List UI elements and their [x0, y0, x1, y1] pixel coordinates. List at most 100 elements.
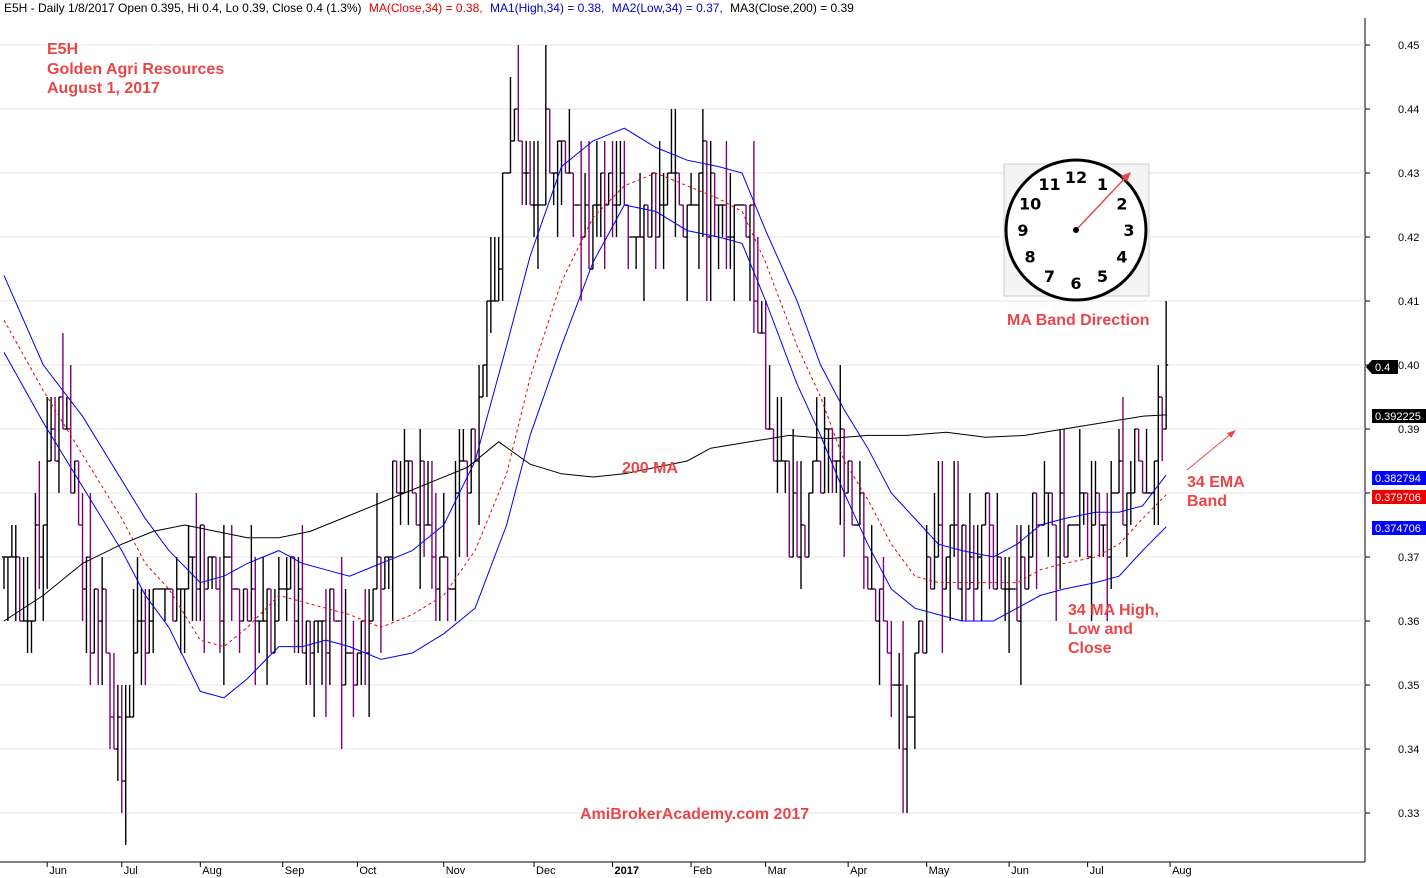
price-bar [108, 652, 113, 749]
price-bar [885, 620, 890, 654]
price-bar [905, 685, 910, 813]
watermark: AmiBrokerAcademy.com 2017 [580, 806, 809, 823]
price-bar [979, 524, 984, 621]
price-tag: 0.379706 [1372, 490, 1426, 504]
price-bar [963, 524, 968, 621]
price-bar [889, 621, 894, 717]
price-bar [653, 172, 658, 269]
price-bar [92, 588, 97, 654]
price-bar [465, 460, 470, 557]
x-tick-label: Jun [49, 865, 67, 877]
price-bar [41, 524, 46, 621]
price-bar [72, 460, 77, 494]
price-bar [916, 620, 921, 654]
price-bar [131, 589, 136, 718]
price-bar [928, 556, 933, 590]
price-bar [194, 493, 199, 621]
price-bar [1081, 492, 1086, 525]
clock-number: 7 [1044, 267, 1055, 286]
price-bar [253, 557, 258, 685]
price-bar [583, 173, 588, 238]
grid-layer [0, 44, 1365, 814]
price-bar [221, 525, 226, 685]
price-bar [76, 460, 81, 526]
clock-number: 10 [1019, 195, 1041, 214]
price-bar [343, 589, 348, 686]
price-tag-label: 0.4 [1375, 362, 1390, 374]
x-axis-ticks: Jun Jul Aug Sep Oct Nov Dec 2017 Feb Mar Apr May Jun… [46, 862, 1192, 877]
y-tick-label: 0.44 [1398, 104, 1419, 116]
price-bar [292, 556, 297, 653]
price-bar [265, 588, 270, 685]
price-bar [320, 620, 325, 685]
price-bar [60, 333, 65, 430]
price-tag-box [1372, 471, 1426, 485]
price-bar [1128, 461, 1133, 525]
price-bar [759, 301, 764, 334]
price-bar [217, 557, 222, 653]
price-bar [590, 204, 595, 270]
price-bar [261, 557, 266, 622]
header-ma-high: MA1(High,34) = 0.38, [490, 1, 604, 15]
price-bar [500, 172, 505, 301]
x-tick-label: 2017 [615, 865, 639, 877]
price-bar [56, 396, 61, 493]
y-tick-label: 0.41 [1398, 296, 1419, 308]
price-bar [712, 172, 717, 237]
header-ma-close: MA(Close,34) = 0.38, [369, 1, 483, 15]
price-bar [119, 685, 124, 813]
price-bar [610, 141, 615, 237]
price-bar [1109, 461, 1114, 589]
price-bar [25, 557, 30, 653]
price-bar [186, 525, 191, 590]
price-tag-label: 0.392225 [1375, 411, 1421, 423]
price-bar [952, 461, 957, 557]
price-bar [1124, 492, 1129, 557]
price-tag-box [1372, 521, 1426, 535]
price-bar [814, 397, 819, 462]
price-bar [414, 492, 419, 526]
price-bar [237, 588, 242, 653]
price-bar [257, 620, 262, 653]
price-bar [1050, 492, 1055, 526]
annotation-ticker: E5H [47, 41, 78, 58]
y-tick-label: 0.34 [1398, 744, 1419, 756]
price-bar [567, 109, 572, 174]
price-bar [724, 141, 729, 269]
price-bar [304, 620, 309, 685]
clock-number: 9 [1017, 221, 1028, 240]
annotation-ema-line1: 34 EMA [1187, 474, 1245, 491]
price-bar [704, 140, 709, 301]
price-bar [406, 460, 411, 525]
price-bar [1042, 461, 1047, 526]
price-bar [751, 141, 756, 333]
price-bar [13, 525, 18, 621]
price-bar [881, 557, 886, 622]
price-tag: 0.392225 [1372, 409, 1426, 423]
price-bar [806, 492, 811, 558]
price-tag-label: 0.374706 [1375, 523, 1421, 535]
price-bar [512, 108, 517, 142]
price-bar [2, 556, 6, 589]
price-bar [210, 556, 215, 589]
price-bar [96, 588, 101, 685]
price-bar [948, 524, 953, 621]
price-bar [429, 461, 434, 589]
price-bar [174, 557, 179, 622]
price-bar [147, 589, 152, 654]
price-bar [49, 397, 54, 462]
price-bar [571, 172, 576, 237]
price-bar [763, 301, 768, 430]
y-tick-label: 0.35 [1398, 680, 1419, 692]
price-bar [669, 109, 674, 174]
clock-number: 6 [1070, 274, 1081, 293]
ma-line-ma1-high-34 [3, 127, 1167, 584]
clock-number: 4 [1116, 248, 1127, 267]
price-bar [241, 588, 246, 622]
price-bar [1136, 428, 1141, 462]
price-bar [1054, 524, 1059, 621]
price-bar [1003, 557, 1008, 621]
price-bar [1065, 524, 1070, 558]
clock-number: 8 [1025, 248, 1036, 267]
price-bar [598, 172, 603, 237]
